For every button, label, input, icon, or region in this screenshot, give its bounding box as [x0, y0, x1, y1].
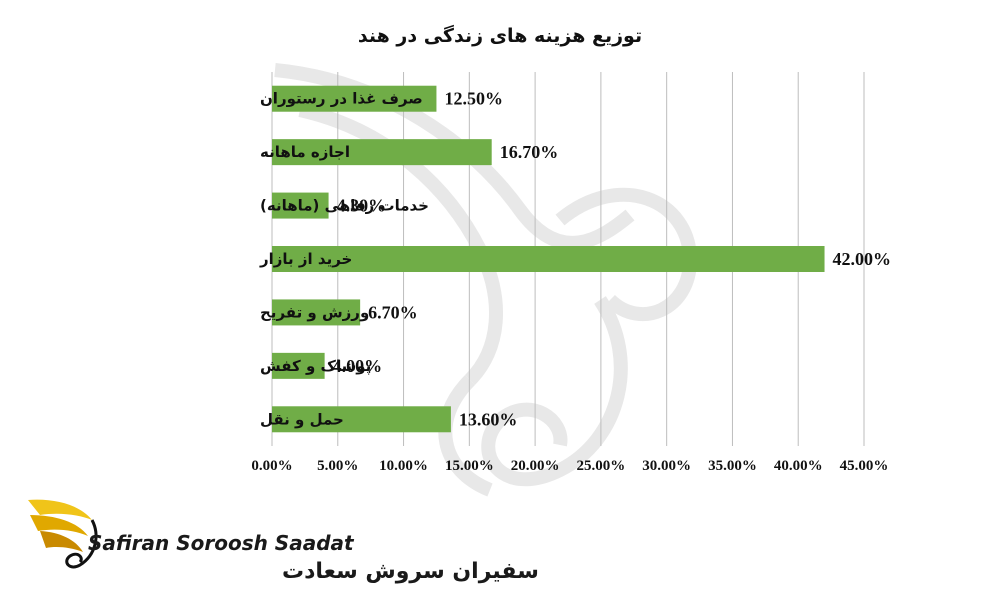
x-tick-label: 40.00% — [774, 458, 823, 474]
category-labels: صرف غذا در رستوران اجازه ماهانه خدمات رفاه… — [259, 90, 429, 429]
bar — [272, 139, 492, 166]
category-label: اجازه ماهانه — [260, 143, 350, 161]
golden-bird-logo-icon — [28, 499, 98, 569]
x-tick-label: 25.00% — [577, 458, 626, 474]
bar — [272, 406, 451, 433]
category-label: خدمات رفاهی (ماهانه) — [260, 197, 429, 215]
category-label: صرف غذا در رستوران — [260, 90, 423, 108]
category-label: خرید از بازار — [259, 250, 352, 268]
data-label: 6.70% — [368, 302, 418, 322]
x-axis-ticks: 0.00% 5.00% 10.00% 15.00% 20.00% 25.00% 30.00%… — [251, 458, 888, 474]
x-tick-label: 10.00% — [379, 458, 428, 474]
category-label: پوشاک و کفش — [260, 357, 371, 376]
x-tick-label: 5.00% — [317, 458, 358, 474]
data-label: 12.50% — [444, 89, 503, 109]
bar — [272, 192, 329, 219]
data-label: 4.00% — [333, 356, 383, 376]
x-tick-label: 20.00% — [511, 458, 560, 474]
x-tick-label: 35.00% — [708, 458, 757, 474]
brand-logo: Safiran Soroosh Saadat سفیران سروش سعادت — [28, 499, 539, 584]
category-label: ورزش و تفریح — [260, 303, 369, 321]
data-label: 13.60% — [459, 409, 517, 429]
bar — [272, 352, 325, 379]
data-label: 16.70% — [500, 142, 558, 162]
brand-name-en: Safiran Soroosh Saadat — [88, 531, 355, 555]
data-label: 42.00% — [833, 249, 892, 269]
x-tick-label: 15.00% — [445, 458, 494, 474]
x-tick-label: 0.00% — [251, 458, 292, 474]
x-tick-label: 45.00% — [840, 458, 889, 474]
category-label: حمل و نقل — [260, 410, 344, 428]
x-tick-label: 30.00% — [642, 458, 691, 474]
bar — [272, 85, 437, 112]
brand-name-fa: سفیران سروش سعادت — [282, 559, 539, 584]
bars — [272, 85, 825, 433]
data-label: 4.30% — [337, 196, 387, 216]
data-labels: 12.50% 16.70% 4.30% 42.00% 6.70% 4.00% 13.60% — [333, 89, 891, 430]
chart-title: توزیع هزینه های زندگی در هند — [358, 24, 642, 47]
bar — [272, 246, 825, 272]
bar — [272, 299, 361, 326]
